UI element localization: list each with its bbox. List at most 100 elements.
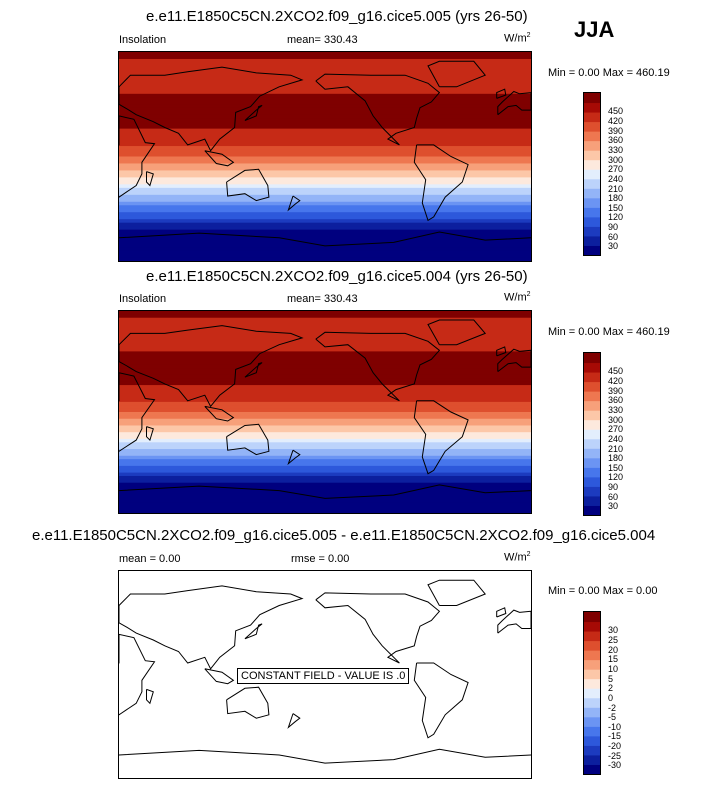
colorbar-tick-label: 420 — [608, 115, 624, 126]
zonal-band — [119, 324, 531, 329]
colorbar-swatch — [584, 745, 600, 756]
zonal-band — [119, 257, 531, 261]
coastline — [315, 592, 441, 664]
zonal-band — [119, 226, 531, 231]
panel2-colorbar-svg — [584, 353, 600, 515]
colorbar-tick-label: -2 — [608, 702, 617, 713]
zonal-band — [119, 90, 531, 95]
colorbar-swatch — [584, 486, 600, 497]
colorbar-swatch — [584, 754, 600, 765]
panel3-minmax: Min = 0.00 Max = 0.00 — [548, 585, 658, 597]
coastline — [119, 115, 156, 198]
colorbar-swatch — [584, 467, 600, 478]
coastline — [119, 748, 531, 764]
colorbar-tick-label: 15 — [608, 654, 619, 665]
coastline — [497, 609, 531, 634]
zonal-band — [119, 472, 531, 477]
colorbar-tick-label: 20 — [608, 644, 619, 655]
colorbar-swatch — [584, 197, 600, 208]
colorbar-tick-label: 330 — [608, 404, 624, 415]
colorbar-swatch — [584, 419, 600, 430]
zonal-band — [119, 395, 531, 400]
coastline — [204, 405, 235, 422]
zonal-band — [119, 104, 531, 109]
colorbar-tick-label: 60 — [608, 231, 619, 242]
coastline — [226, 423, 270, 456]
panel1-mean-label: mean= 330.43 — [287, 34, 358, 46]
colorbar-swatch — [584, 621, 600, 632]
zonal-band — [119, 327, 531, 332]
colorbar-swatch — [584, 448, 600, 459]
zonal-band — [119, 435, 531, 440]
zonal-band — [119, 509, 531, 513]
zonal-band — [119, 452, 531, 457]
colorbar-swatch — [584, 631, 600, 642]
colorbar-tick-label: -5 — [608, 712, 617, 723]
zonal-band — [119, 118, 531, 123]
panel1-minmax: Min = 0.00 Max = 460.19 — [548, 67, 670, 79]
zonal-band — [119, 465, 531, 470]
colorbar-swatch — [584, 697, 600, 708]
zonal-band — [119, 128, 531, 133]
zonal-band — [119, 492, 531, 497]
zonal-band — [119, 97, 531, 102]
coastline — [146, 688, 154, 705]
zonal-band — [119, 351, 531, 356]
coastline — [226, 168, 270, 202]
zonal-band — [119, 125, 531, 130]
zonal-band — [119, 201, 531, 206]
zonal-band — [119, 72, 531, 77]
colorbar-tick-label: 270 — [608, 164, 624, 175]
panel2-map-svg — [119, 311, 531, 513]
colorbar-swatch — [584, 400, 600, 411]
colorbar-tick-label: 0 — [608, 692, 614, 703]
zonal-band — [119, 385, 531, 390]
zonal-band — [119, 334, 531, 339]
colorbar-swatch — [584, 764, 600, 774]
zonal-band — [119, 205, 531, 210]
zonal-band — [119, 69, 531, 74]
zonal-band — [119, 358, 531, 363]
colorbar-swatch — [584, 669, 600, 680]
zonal-band — [119, 449, 531, 453]
zonal-band — [119, 337, 531, 342]
zonal-band — [119, 229, 531, 234]
zonal-band — [119, 412, 531, 416]
zonal-band — [119, 219, 531, 224]
coastline — [427, 579, 487, 606]
panel2-colorbar — [583, 352, 601, 516]
zonal-band — [119, 58, 531, 64]
coastline — [315, 73, 441, 146]
colorbar-swatch — [584, 391, 600, 402]
coastline — [119, 372, 156, 452]
colorbar-tick-label: -30 — [608, 760, 622, 771]
colorbar-tick-label: 5 — [608, 673, 614, 684]
colorbar-swatch — [584, 505, 600, 515]
colorbar-tick-label: 330 — [608, 144, 624, 155]
colorbar-swatch — [584, 457, 600, 468]
colorbar-tick-label: -25 — [608, 750, 622, 761]
colorbar-swatch — [584, 372, 600, 383]
colorbar-tick-label: 450 — [608, 106, 624, 117]
zonal-band — [119, 314, 531, 319]
zonal-band — [119, 156, 531, 161]
zonal-band — [119, 489, 531, 494]
coastline — [413, 662, 469, 739]
zonal-band — [119, 76, 531, 81]
colorbar-tick-label: -15 — [608, 731, 622, 742]
coastline — [413, 144, 469, 222]
coastline — [244, 623, 263, 640]
zonal-band — [119, 368, 531, 373]
zonal-band — [119, 187, 531, 192]
zonal-band — [119, 149, 531, 154]
colorbar-swatch — [584, 438, 600, 449]
coastline — [496, 346, 507, 357]
zonal-band — [119, 215, 531, 220]
colorbar-tick-label: 30 — [608, 501, 619, 512]
zonal-band — [119, 191, 531, 196]
coastline — [496, 88, 507, 99]
panel3-title: e.e11.E1850C5CN.2XCO2.f09_g16.cice5.005 … — [32, 527, 656, 544]
coastline — [496, 607, 507, 618]
coastline — [119, 585, 304, 670]
zonal-band — [119, 408, 531, 413]
